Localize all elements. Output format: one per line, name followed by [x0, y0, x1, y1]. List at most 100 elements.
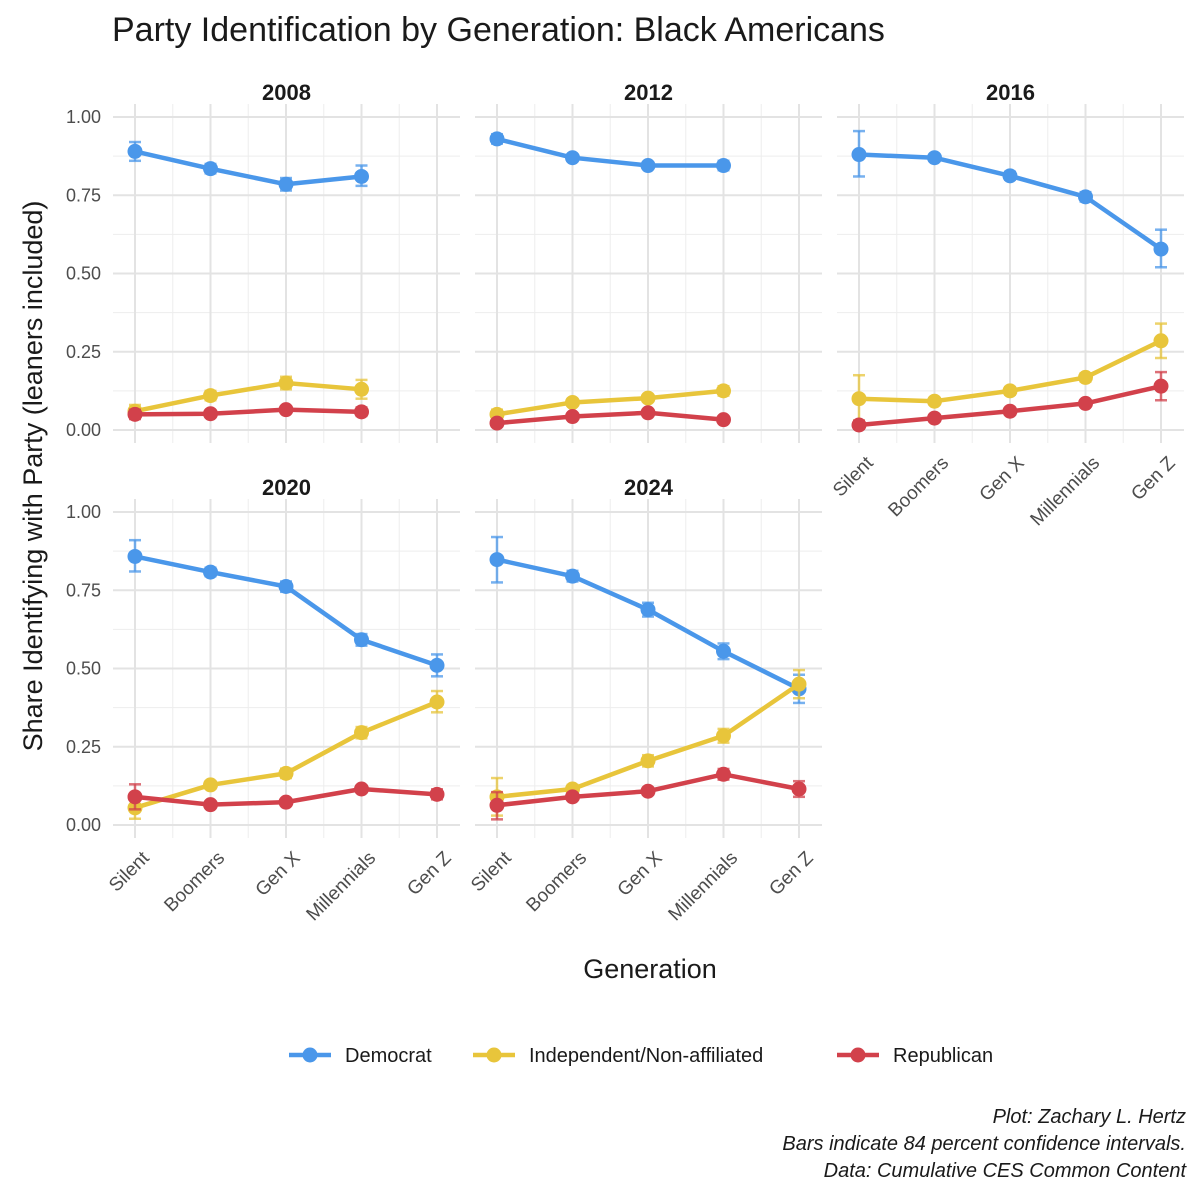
data-point [565, 150, 580, 166]
series-line [494, 410, 726, 426]
series-dem-2016 [851, 129, 1169, 269]
data-point [203, 406, 218, 422]
facet-label-2020: 2020 [262, 475, 311, 500]
data-point [203, 777, 218, 793]
series-line [494, 388, 726, 417]
data-point [489, 552, 505, 568]
y-tick-label: 0.50 [66, 659, 101, 679]
data-point [354, 381, 369, 397]
x-tick-label: Gen X [252, 848, 305, 901]
x-tick-label: Gen X [614, 848, 667, 901]
caption-line-intervals: Bars indicate 84 percent confidence inte… [782, 1133, 1186, 1155]
data-point [489, 131, 505, 147]
legend: Democrat Independent/Non-affiliated Republ… [289, 1045, 993, 1067]
series-rep-2016 [851, 370, 1169, 433]
data-point [278, 578, 294, 594]
data-point [1153, 378, 1169, 394]
series-rep-2020 [127, 781, 445, 813]
data-point [203, 564, 218, 580]
y-tick-label: 0.00 [66, 420, 101, 440]
y-tick-label: 0.75 [66, 580, 101, 600]
x-tick-label: Boomers [522, 848, 591, 917]
caption-line-author: Plot: Zachary L. Hertz [993, 1106, 1186, 1128]
facet-panel-2020: 2020 0.00 0.25 0.50 0.75 1.00 Silent Boomers Gen… [66, 475, 460, 925]
data-point [565, 409, 580, 425]
legend-label: Independent/Non-affiliated [529, 1045, 763, 1067]
data-point [1002, 383, 1018, 399]
legend-item-dem: Democrat [289, 1045, 432, 1067]
y-tick-label: 0.50 [66, 264, 101, 284]
x-tick-label: Millennials [665, 848, 743, 926]
data-point [278, 794, 294, 810]
x-tick-label: Silent [467, 847, 516, 896]
data-point [429, 694, 445, 710]
data-point [716, 383, 731, 399]
data-point [851, 417, 867, 433]
series-line [132, 380, 364, 414]
data-point [716, 728, 731, 744]
data-point [927, 393, 942, 409]
legend-swatch-point [302, 1047, 318, 1063]
data-point [927, 410, 942, 426]
x-tick-label: Boomers [884, 453, 953, 522]
y-tick-label: 1.00 [66, 107, 101, 127]
data-point [640, 390, 656, 406]
series-line [132, 407, 364, 417]
data-point [851, 147, 867, 163]
data-point [278, 375, 294, 391]
data-point [354, 404, 369, 420]
facet-label-2024: 2024 [624, 475, 674, 500]
facet-label-2012: 2012 [624, 80, 673, 105]
legend-label: Democrat [345, 1045, 432, 1067]
x-tick-label: Gen Z [765, 847, 817, 899]
series-line [494, 136, 726, 168]
caption-line-source: Data: Cumulative CES Common Content [824, 1160, 1188, 1182]
data-point [1078, 189, 1093, 205]
series-dem-2008 [127, 140, 369, 192]
data-point [716, 643, 731, 659]
chart-title: Party Identification by Generation: Blac… [112, 11, 885, 49]
data-point [1002, 168, 1018, 184]
data-point [203, 797, 218, 813]
data-point [278, 402, 294, 418]
x-tick-label: Silent [829, 452, 878, 501]
data-point [127, 406, 143, 422]
data-point [1002, 403, 1018, 419]
data-point [716, 766, 731, 782]
data-point [1153, 241, 1169, 257]
y-tick-label: 0.25 [66, 737, 101, 757]
data-point [429, 786, 445, 802]
y-tick-label: 1.00 [66, 502, 101, 522]
series-rep-2024 [489, 766, 807, 821]
x-tick-label: Boomers [160, 848, 229, 917]
x-axis-title: Generation [583, 954, 717, 984]
x-tick-label: Gen Z [1127, 452, 1179, 504]
legend-swatch-point [850, 1047, 866, 1063]
data-point [640, 405, 656, 421]
data-point [127, 548, 143, 564]
data-point [716, 412, 731, 428]
data-point [203, 161, 218, 177]
x-tick-label: Silent [105, 847, 154, 896]
caption: Plot: Zachary L. Hertz Bars indicate 84 … [782, 1106, 1187, 1182]
data-point [640, 158, 656, 174]
x-tick-label: Millennials [303, 848, 381, 926]
data-point [640, 783, 656, 799]
data-point [203, 388, 218, 404]
series-rep-2012 [489, 405, 731, 431]
series-rep-2008 [127, 402, 369, 422]
x-tick-label: Gen X [976, 453, 1029, 506]
series-dem-2020 [127, 538, 445, 678]
data-point [429, 657, 445, 673]
data-point [354, 632, 369, 648]
y-tick-label: 0.75 [66, 185, 101, 205]
y-tick-label: 0.00 [66, 815, 101, 835]
series-dem-2012 [489, 131, 731, 174]
data-point [489, 415, 505, 431]
legend-item-ind: Independent/Non-affiliated [473, 1045, 763, 1067]
data-point [791, 781, 807, 797]
data-point [278, 176, 294, 192]
x-tick-label: Gen Z [403, 847, 455, 899]
